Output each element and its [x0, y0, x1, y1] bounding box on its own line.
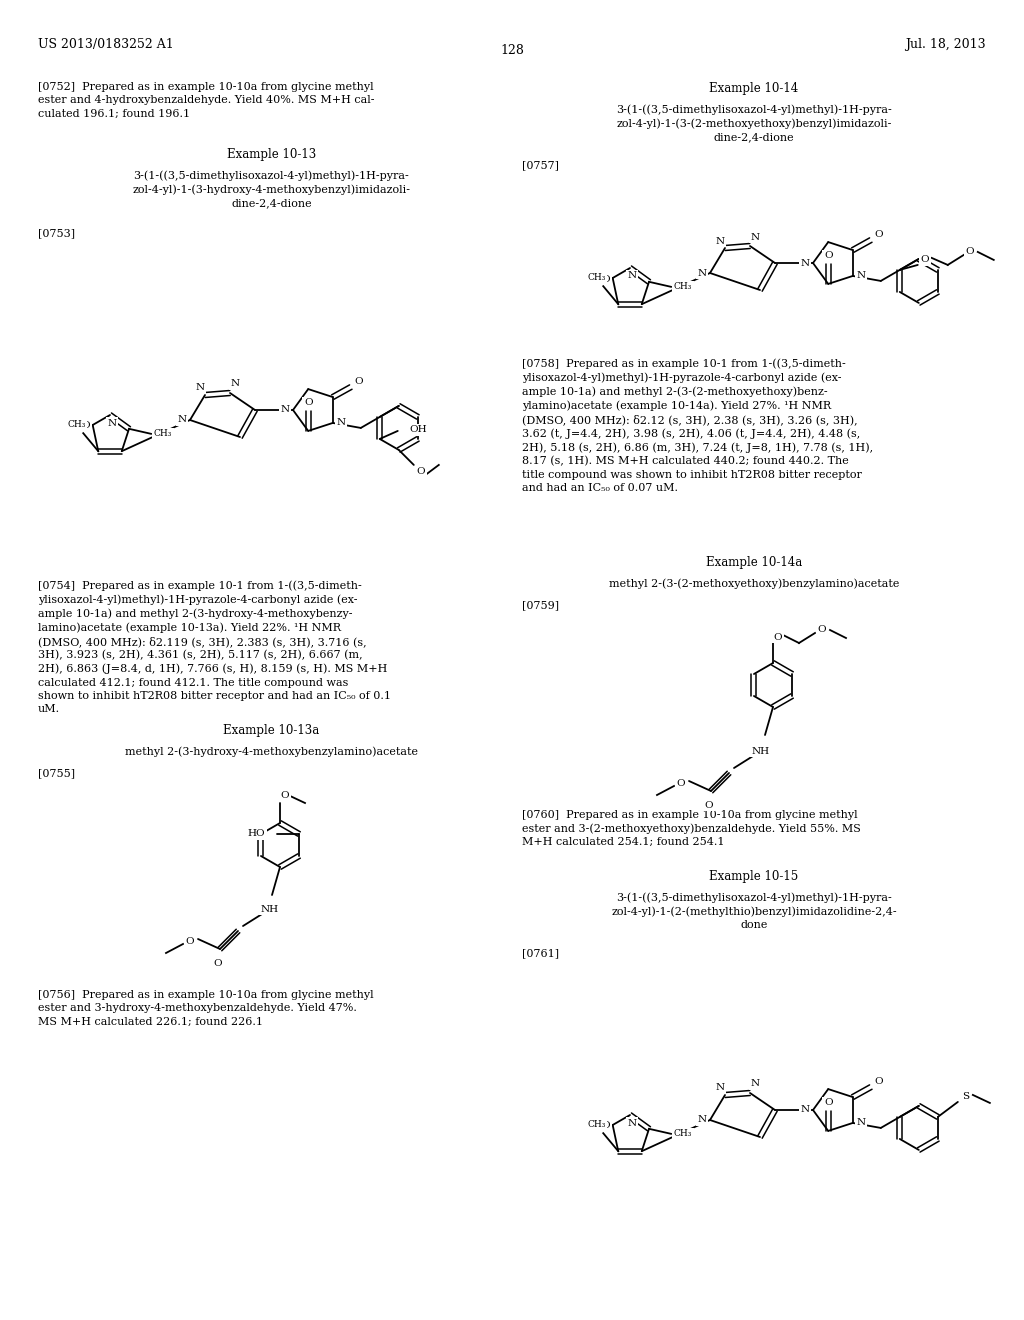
Text: O: O	[601, 275, 610, 284]
Text: N: N	[716, 1084, 725, 1093]
Text: [0752]  Prepared as in example 10-10a from glycine methyl
ester and 4-hydroxyben: [0752] Prepared as in example 10-10a fro…	[38, 82, 375, 119]
Text: US 2013/0183252 A1: US 2013/0183252 A1	[38, 38, 174, 51]
Text: Example 10-13: Example 10-13	[227, 148, 316, 161]
Text: OH: OH	[410, 425, 427, 434]
Text: O: O	[705, 800, 714, 809]
Text: N: N	[628, 1118, 637, 1127]
Text: [0754]  Prepared as in example 10-1 from 1-((3,5-dimeth-
ylisoxazol-4-yl)methyl): [0754] Prepared as in example 10-1 from …	[38, 579, 391, 714]
Text: O: O	[417, 467, 425, 477]
Text: N: N	[697, 268, 707, 277]
Text: O: O	[677, 780, 685, 788]
Text: CH₃: CH₃	[674, 1130, 692, 1138]
Text: Example 10-14a: Example 10-14a	[706, 556, 802, 569]
Text: O: O	[214, 958, 222, 968]
Text: N: N	[196, 384, 205, 392]
Text: O: O	[354, 376, 364, 385]
Text: [0753]: [0753]	[38, 228, 75, 238]
Text: O: O	[774, 632, 782, 642]
Text: 3-(1-((3,5-dimethylisoxazol-4-yl)methyl)-1H-pyra-
zol-4-yl)-1-(2-(methylthio)ben: 3-(1-((3,5-dimethylisoxazol-4-yl)methyl)…	[611, 892, 897, 929]
Text: N: N	[801, 1106, 810, 1114]
Text: O: O	[824, 251, 833, 260]
Text: HO: HO	[248, 829, 265, 838]
Text: N: N	[177, 416, 186, 425]
Text: [0759]: [0759]	[522, 601, 559, 610]
Text: N: N	[716, 236, 725, 246]
Text: N: N	[801, 259, 810, 268]
Text: N: N	[628, 272, 637, 281]
Text: O: O	[601, 1122, 610, 1130]
Text: 3-(1-((3,5-dimethylisoxazol-4-yl)methyl)-1H-pyra-
zol-4-yl)-1-(3-(2-methoxyethox: 3-(1-((3,5-dimethylisoxazol-4-yl)methyl)…	[616, 104, 892, 141]
Text: Example 10-14: Example 10-14	[710, 82, 799, 95]
Text: CH₃: CH₃	[587, 1119, 605, 1129]
Text: N: N	[230, 380, 240, 388]
Text: O: O	[874, 1077, 883, 1085]
Text: O: O	[921, 256, 929, 264]
Text: O: O	[818, 626, 826, 635]
Text: methyl 2-(3-hydroxy-4-methoxybenzylamino)acetate: methyl 2-(3-hydroxy-4-methoxybenzylamino…	[125, 746, 418, 756]
Text: N: N	[108, 418, 117, 428]
Text: O: O	[281, 792, 290, 800]
Text: Jul. 18, 2013: Jul. 18, 2013	[905, 38, 986, 51]
Text: [0757]: [0757]	[522, 160, 559, 170]
Text: CH₃: CH₃	[154, 429, 172, 438]
Text: N: N	[751, 232, 760, 242]
Text: O: O	[874, 230, 883, 239]
Text: [0758]  Prepared as in example 10-1 from 1-((3,5-dimeth-
ylisoxazol-4-yl)methyl): [0758] Prepared as in example 10-1 from …	[522, 358, 873, 492]
Text: methyl 2-(3-(2-methoxyethoxy)benzylamino)acetate: methyl 2-(3-(2-methoxyethoxy)benzylamino…	[609, 578, 899, 589]
Text: [0760]  Prepared as in example 10-10a from glycine methyl
ester and 3-(2-methoxy: [0760] Prepared as in example 10-10a fro…	[522, 810, 861, 847]
Text: CH₃: CH₃	[587, 273, 605, 281]
Text: [0761]: [0761]	[522, 948, 559, 958]
Text: [0755]: [0755]	[38, 768, 75, 777]
Text: [0756]  Prepared as in example 10-10a from glycine methyl
ester and 3-hydroxy-4-: [0756] Prepared as in example 10-10a fro…	[38, 990, 374, 1027]
Text: NH: NH	[752, 747, 770, 755]
Text: Example 10-13a: Example 10-13a	[223, 723, 319, 737]
Text: 128: 128	[500, 44, 524, 57]
Text: N: N	[856, 1118, 865, 1127]
Text: O: O	[304, 399, 312, 408]
Text: N: N	[281, 405, 290, 414]
Text: N: N	[336, 418, 345, 428]
Text: N: N	[697, 1115, 707, 1125]
Text: O: O	[824, 1098, 833, 1107]
Text: N: N	[856, 272, 865, 280]
Text: CH₃: CH₃	[67, 420, 85, 429]
Text: O: O	[185, 937, 195, 946]
Text: S: S	[963, 1093, 970, 1101]
Text: CH₃: CH₃	[674, 282, 692, 292]
Text: NH: NH	[261, 904, 280, 913]
Text: N: N	[751, 1080, 760, 1089]
Text: O: O	[81, 421, 90, 430]
Text: O: O	[966, 247, 974, 256]
Text: 3-(1-((3,5-dimethylisoxazol-4-yl)methyl)-1H-pyra-
zol-4-yl)-1-(3-hydroxy-4-metho: 3-(1-((3,5-dimethylisoxazol-4-yl)methyl)…	[132, 170, 411, 207]
Text: Example 10-15: Example 10-15	[710, 870, 799, 883]
